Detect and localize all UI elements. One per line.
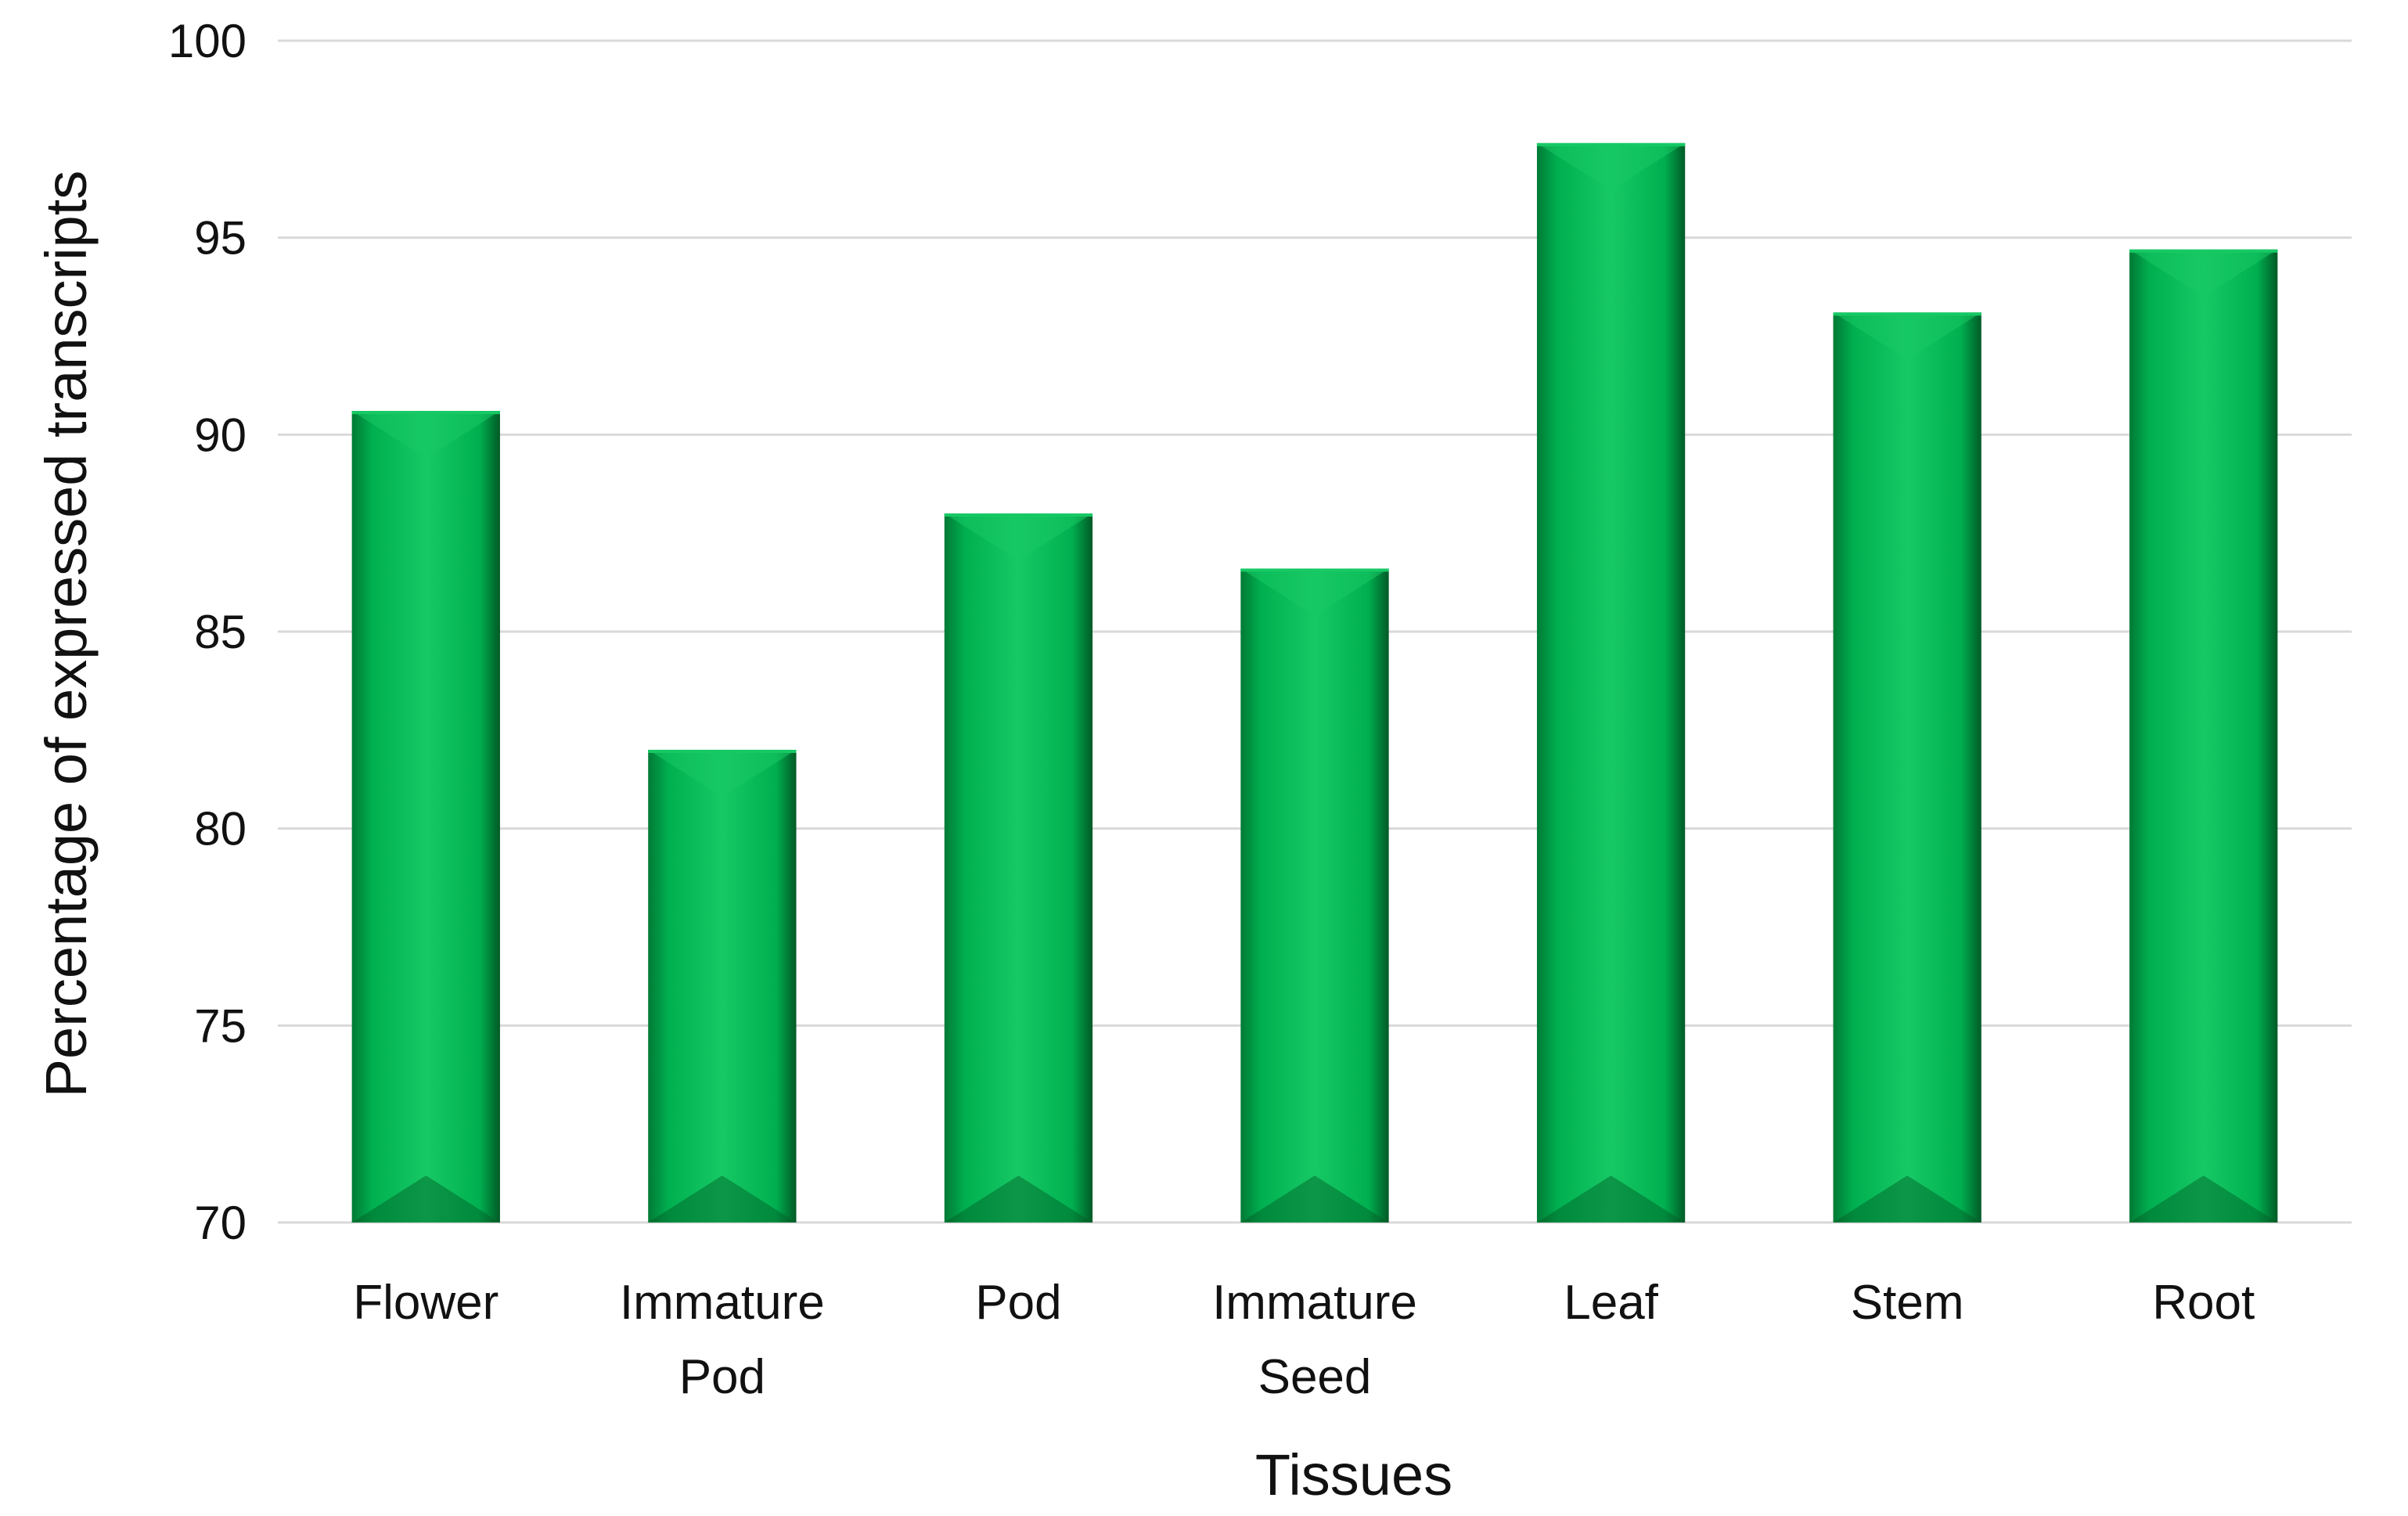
x-category-label: Flower (353, 1276, 499, 1330)
x-axis-category-labels: Flower Immature Pod Pod Immature Seed Leaf Stem… (353, 1276, 2255, 1404)
bar (944, 513, 1093, 1223)
x-category-label: Pod (975, 1276, 1061, 1330)
y-axis-title: Percentage of expressed transcripts (34, 171, 99, 1098)
x-axis-title: Tissues (1255, 1442, 1452, 1507)
y-tick-label: 100 (168, 15, 247, 67)
y-tick-label: 85 (194, 606, 247, 658)
bar (351, 411, 500, 1223)
y-tick-label: 95 (194, 212, 247, 265)
y-tick-label: 70 (194, 1197, 247, 1249)
bar (1833, 312, 1981, 1223)
x-category-label: Leaf (1564, 1276, 1658, 1330)
y-tick-label: 75 (194, 999, 247, 1052)
y-tick-label: 90 (194, 409, 247, 461)
bar (1536, 142, 1686, 1223)
x-category-label: Stem (1851, 1276, 1964, 1330)
x-category-label: Immature Pod (620, 1276, 825, 1404)
bar (2129, 249, 2278, 1223)
bar (648, 750, 797, 1223)
bar (1240, 568, 1389, 1223)
bars (351, 142, 2278, 1223)
x-category-label: Immature Seed (1212, 1276, 1417, 1404)
y-tick-label: 80 (194, 803, 247, 855)
x-category-label: Root (2152, 1276, 2255, 1330)
y-axis-tick-labels: 70 75 80 85 90 95 100 (168, 15, 247, 1249)
